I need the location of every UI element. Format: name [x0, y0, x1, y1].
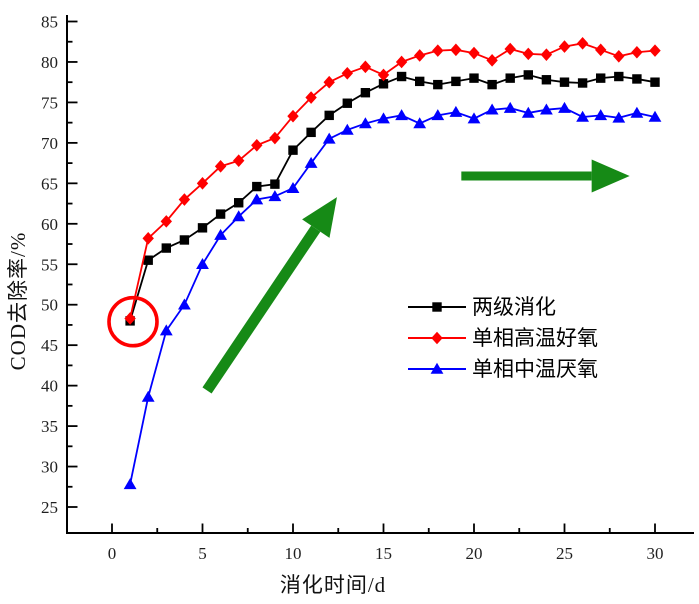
- series-line-1: [124, 37, 661, 325]
- svg-text:45: 45: [41, 336, 58, 355]
- legend-label-0: 两级消化: [472, 295, 556, 319]
- svg-text:25: 25: [41, 498, 58, 517]
- svg-text:65: 65: [41, 174, 58, 193]
- svg-text:0: 0: [108, 544, 117, 563]
- legend-item-2: 单相中温厌氧: [408, 357, 598, 381]
- legend-label-1: 单相高温好氧: [472, 326, 598, 350]
- svg-text:80: 80: [41, 53, 58, 72]
- svg-text:25: 25: [556, 544, 573, 563]
- y-axis-title: COD去除率/%: [6, 231, 30, 371]
- svg-text:20: 20: [466, 544, 483, 563]
- svg-text:55: 55: [41, 255, 58, 274]
- tick-labels: 25 30 35 40 45 50 55 60 65 70 75 80 85 0 5 10 15 20 25 30: [41, 13, 664, 564]
- svg-text:10: 10: [285, 544, 302, 563]
- svg-text:60: 60: [41, 215, 58, 234]
- series-line-2: [123, 101, 662, 490]
- legend-item-0: 两级消化: [408, 295, 556, 319]
- svg-text:5: 5: [198, 544, 207, 563]
- trend-arrow-right-icon: [461, 159, 630, 193]
- axes: [66, 15, 694, 534]
- legend-label-2: 单相中温厌氧: [472, 357, 598, 381]
- x-axis-title: 消化时间/d: [279, 573, 387, 597]
- svg-text:50: 50: [41, 296, 58, 315]
- legend-item-1: 单相高温好氧: [408, 326, 598, 350]
- trend-arrow-up-icon: [202, 197, 337, 394]
- tick-marks: [67, 20, 656, 533]
- svg-text:35: 35: [41, 417, 58, 436]
- svg-text:30: 30: [41, 458, 58, 477]
- start-point-circle-annotation: [107, 295, 159, 348]
- svg-text:75: 75: [41, 93, 58, 112]
- svg-text:70: 70: [41, 134, 58, 153]
- series-line-0: [125, 70, 660, 326]
- svg-text:30: 30: [647, 544, 664, 563]
- svg-text:85: 85: [41, 13, 58, 32]
- svg-text:15: 15: [375, 544, 392, 563]
- svg-text:40: 40: [41, 377, 58, 396]
